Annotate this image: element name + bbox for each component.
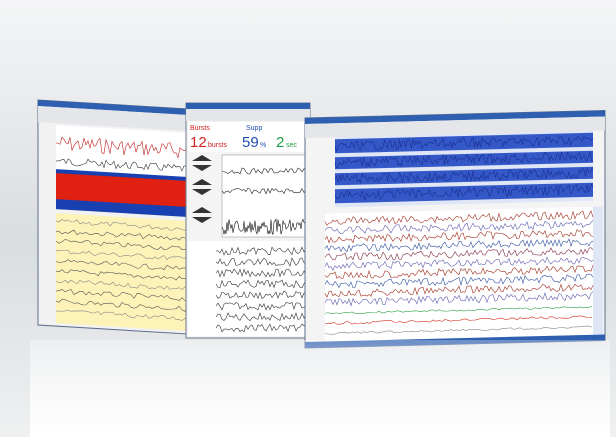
trace [55, 259, 189, 272]
bursts-unit: bursts [208, 142, 228, 149]
trace [324, 220, 594, 235]
trace [324, 283, 594, 298]
supp-label: Supp [246, 125, 262, 132]
trace [215, 257, 309, 267]
trace [55, 136, 189, 159]
trace [215, 301, 309, 311]
trace [55, 229, 189, 241]
trace [221, 218, 309, 235]
trace [324, 305, 593, 315]
bursts-label: Bursts [190, 125, 210, 132]
trace [215, 279, 309, 289]
trace [221, 187, 309, 195]
trace [221, 167, 309, 175]
trace [55, 309, 189, 321]
trace [324, 210, 594, 226]
trace [334, 135, 594, 152]
reflection [30, 340, 610, 437]
sec-unit: sec [286, 142, 297, 149]
trace [55, 218, 189, 232]
supp-unit: % [260, 142, 266, 149]
trace [324, 273, 594, 289]
trace [334, 183, 594, 201]
left-window [37, 99, 191, 335]
trace [215, 312, 309, 322]
supp-value: 59 [242, 134, 259, 151]
trace [324, 291, 594, 307]
trace [324, 256, 594, 271]
trace [215, 290, 309, 300]
middle-window: Bursts 12 bursts Supp 59 % 2 sec [185, 102, 311, 339]
right-window [304, 109, 606, 349]
bursts-value: 12 [190, 134, 207, 151]
trace [324, 238, 594, 253]
trace [325, 315, 593, 325]
trace [215, 246, 309, 256]
trace [334, 151, 594, 168]
trace [55, 269, 189, 281]
trace [215, 268, 309, 278]
sec-value: 2 [276, 134, 284, 151]
trace [324, 247, 594, 261]
trace [55, 158, 189, 172]
trace [55, 289, 189, 302]
trace [55, 279, 189, 290]
trace [324, 229, 594, 244]
trace [215, 323, 308, 333]
trace [324, 325, 593, 335]
trace [334, 167, 594, 184]
trace [55, 249, 189, 262]
trace [55, 239, 189, 252]
trace [55, 298, 189, 312]
trace [324, 265, 594, 279]
